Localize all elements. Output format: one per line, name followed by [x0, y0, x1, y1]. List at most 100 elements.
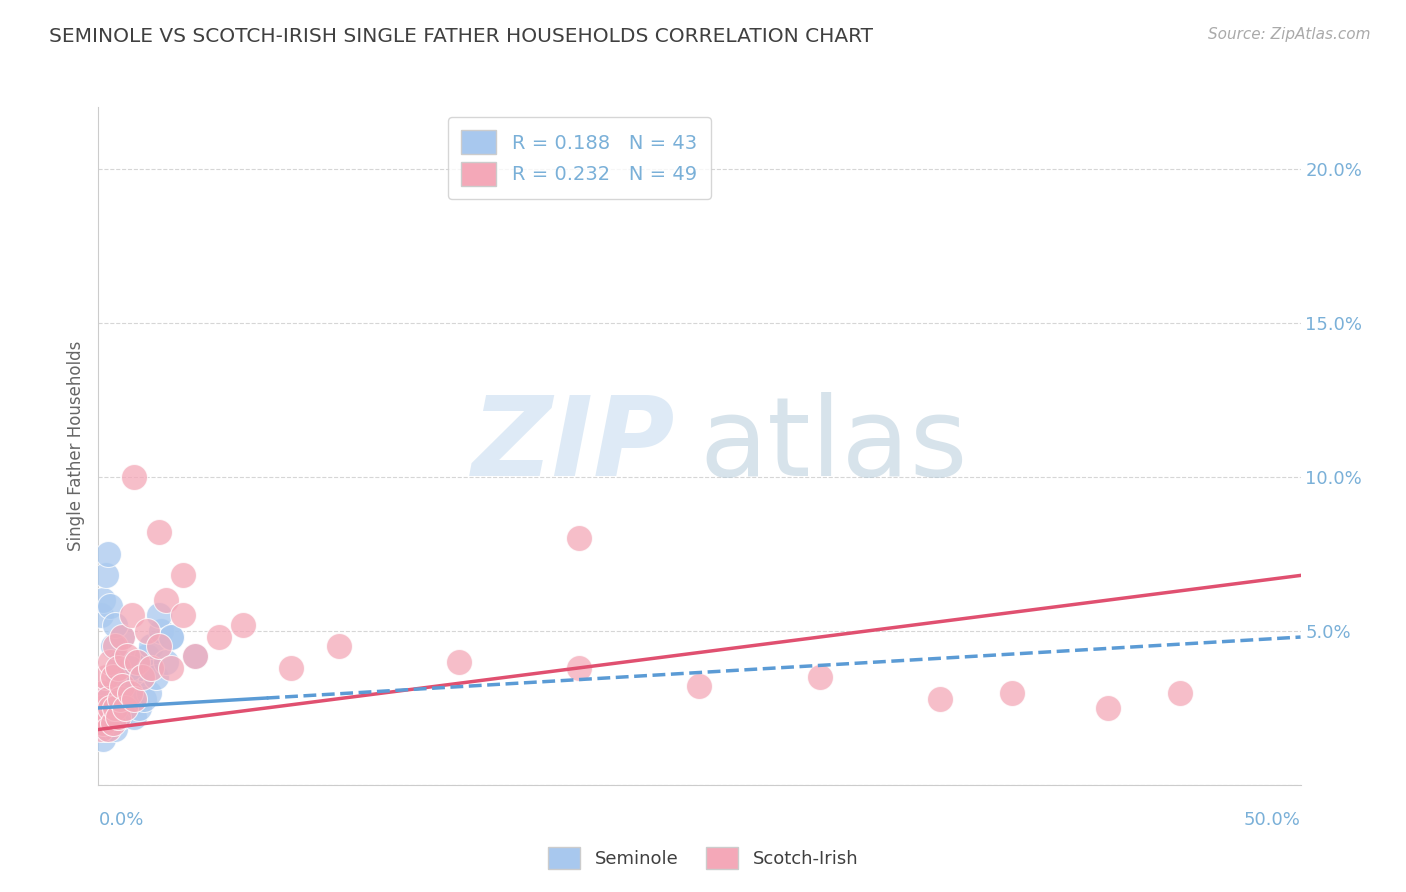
Point [124, 470, 146, 484]
Point [688, 679, 710, 693]
Point [117, 648, 139, 663]
Point [101, 716, 124, 731]
Legend: Seminole, Scotch-Irish: Seminole, Scotch-Irish [538, 838, 868, 879]
Point [118, 685, 141, 699]
Text: Source: ZipAtlas.com: Source: ZipAtlas.com [1208, 27, 1371, 42]
Point [928, 691, 950, 706]
Point [1097, 701, 1119, 715]
Point [125, 655, 148, 669]
Point [148, 608, 170, 623]
Point [97, 691, 120, 706]
Point [128, 701, 150, 715]
Point [172, 568, 194, 582]
Point [232, 617, 254, 632]
Point [447, 655, 470, 669]
Point [148, 525, 170, 540]
Point [100, 710, 122, 724]
Point [138, 685, 160, 699]
Legend: R = 0.188   N = 43, R = 0.232   N = 49: R = 0.188 N = 43, R = 0.232 N = 49 [449, 117, 710, 199]
Point [135, 648, 157, 663]
Point [159, 630, 181, 644]
Point [111, 630, 134, 644]
Point [145, 670, 167, 684]
Point [100, 685, 122, 699]
Point [111, 630, 134, 644]
Point [121, 608, 143, 623]
Point [149, 624, 172, 638]
Point [100, 655, 122, 669]
Point [155, 593, 177, 607]
Point [148, 640, 170, 654]
Y-axis label: Single Father Households: Single Father Households [66, 341, 84, 551]
Point [97, 723, 120, 737]
Point [101, 670, 124, 684]
Point [91, 716, 114, 731]
Text: 0.0%: 0.0% [98, 811, 143, 829]
Point [94, 670, 117, 684]
Point [104, 723, 127, 737]
Point [101, 640, 124, 654]
Point [208, 630, 231, 644]
Point [108, 710, 131, 724]
Point [111, 679, 134, 693]
Point [100, 701, 122, 715]
Point [91, 685, 114, 699]
Point [97, 547, 120, 561]
Point [125, 655, 148, 669]
Point [131, 661, 153, 675]
Point [90, 701, 112, 715]
Point [155, 655, 177, 669]
Point [108, 655, 131, 669]
Point [808, 670, 831, 684]
Text: SEMINOLE VS SCOTCH-IRISH SINGLE FATHER HOUSEHOLDS CORRELATION CHART: SEMINOLE VS SCOTCH-IRISH SINGLE FATHER H… [49, 27, 873, 45]
Point [132, 691, 155, 706]
Text: ZIP: ZIP [472, 392, 675, 500]
Point [94, 710, 117, 724]
Point [568, 661, 591, 675]
Point [104, 640, 127, 654]
Point [101, 716, 124, 731]
Point [91, 731, 114, 746]
Point [124, 691, 146, 706]
Text: atlas: atlas [699, 392, 967, 500]
Point [568, 532, 591, 546]
Point [104, 617, 127, 632]
Point [90, 608, 112, 623]
Point [121, 679, 143, 693]
Point [1170, 685, 1192, 699]
Point [104, 701, 127, 715]
Text: 50.0%: 50.0% [1244, 811, 1301, 829]
Point [131, 670, 153, 684]
Point [183, 648, 205, 663]
Point [97, 701, 120, 715]
Point [107, 691, 129, 706]
Point [117, 670, 139, 684]
Point [183, 648, 205, 663]
Point [107, 670, 129, 684]
Point [104, 701, 127, 715]
Point [114, 670, 136, 684]
Point [280, 661, 302, 675]
Point [94, 568, 117, 582]
Point [118, 661, 141, 675]
Point [107, 710, 129, 724]
Point [114, 701, 136, 715]
Point [107, 661, 129, 675]
Point [159, 630, 181, 644]
Point [90, 716, 112, 731]
Point [94, 723, 117, 737]
Point [141, 661, 163, 675]
Point [328, 640, 350, 654]
Point [124, 710, 146, 724]
Point [141, 640, 163, 654]
Point [172, 608, 194, 623]
Point [135, 624, 157, 638]
Point [114, 701, 136, 715]
Point [1001, 685, 1024, 699]
Point [100, 599, 122, 614]
Point [108, 691, 131, 706]
Point [91, 593, 114, 607]
Point [159, 661, 181, 675]
Point [111, 685, 134, 699]
Point [90, 723, 112, 737]
